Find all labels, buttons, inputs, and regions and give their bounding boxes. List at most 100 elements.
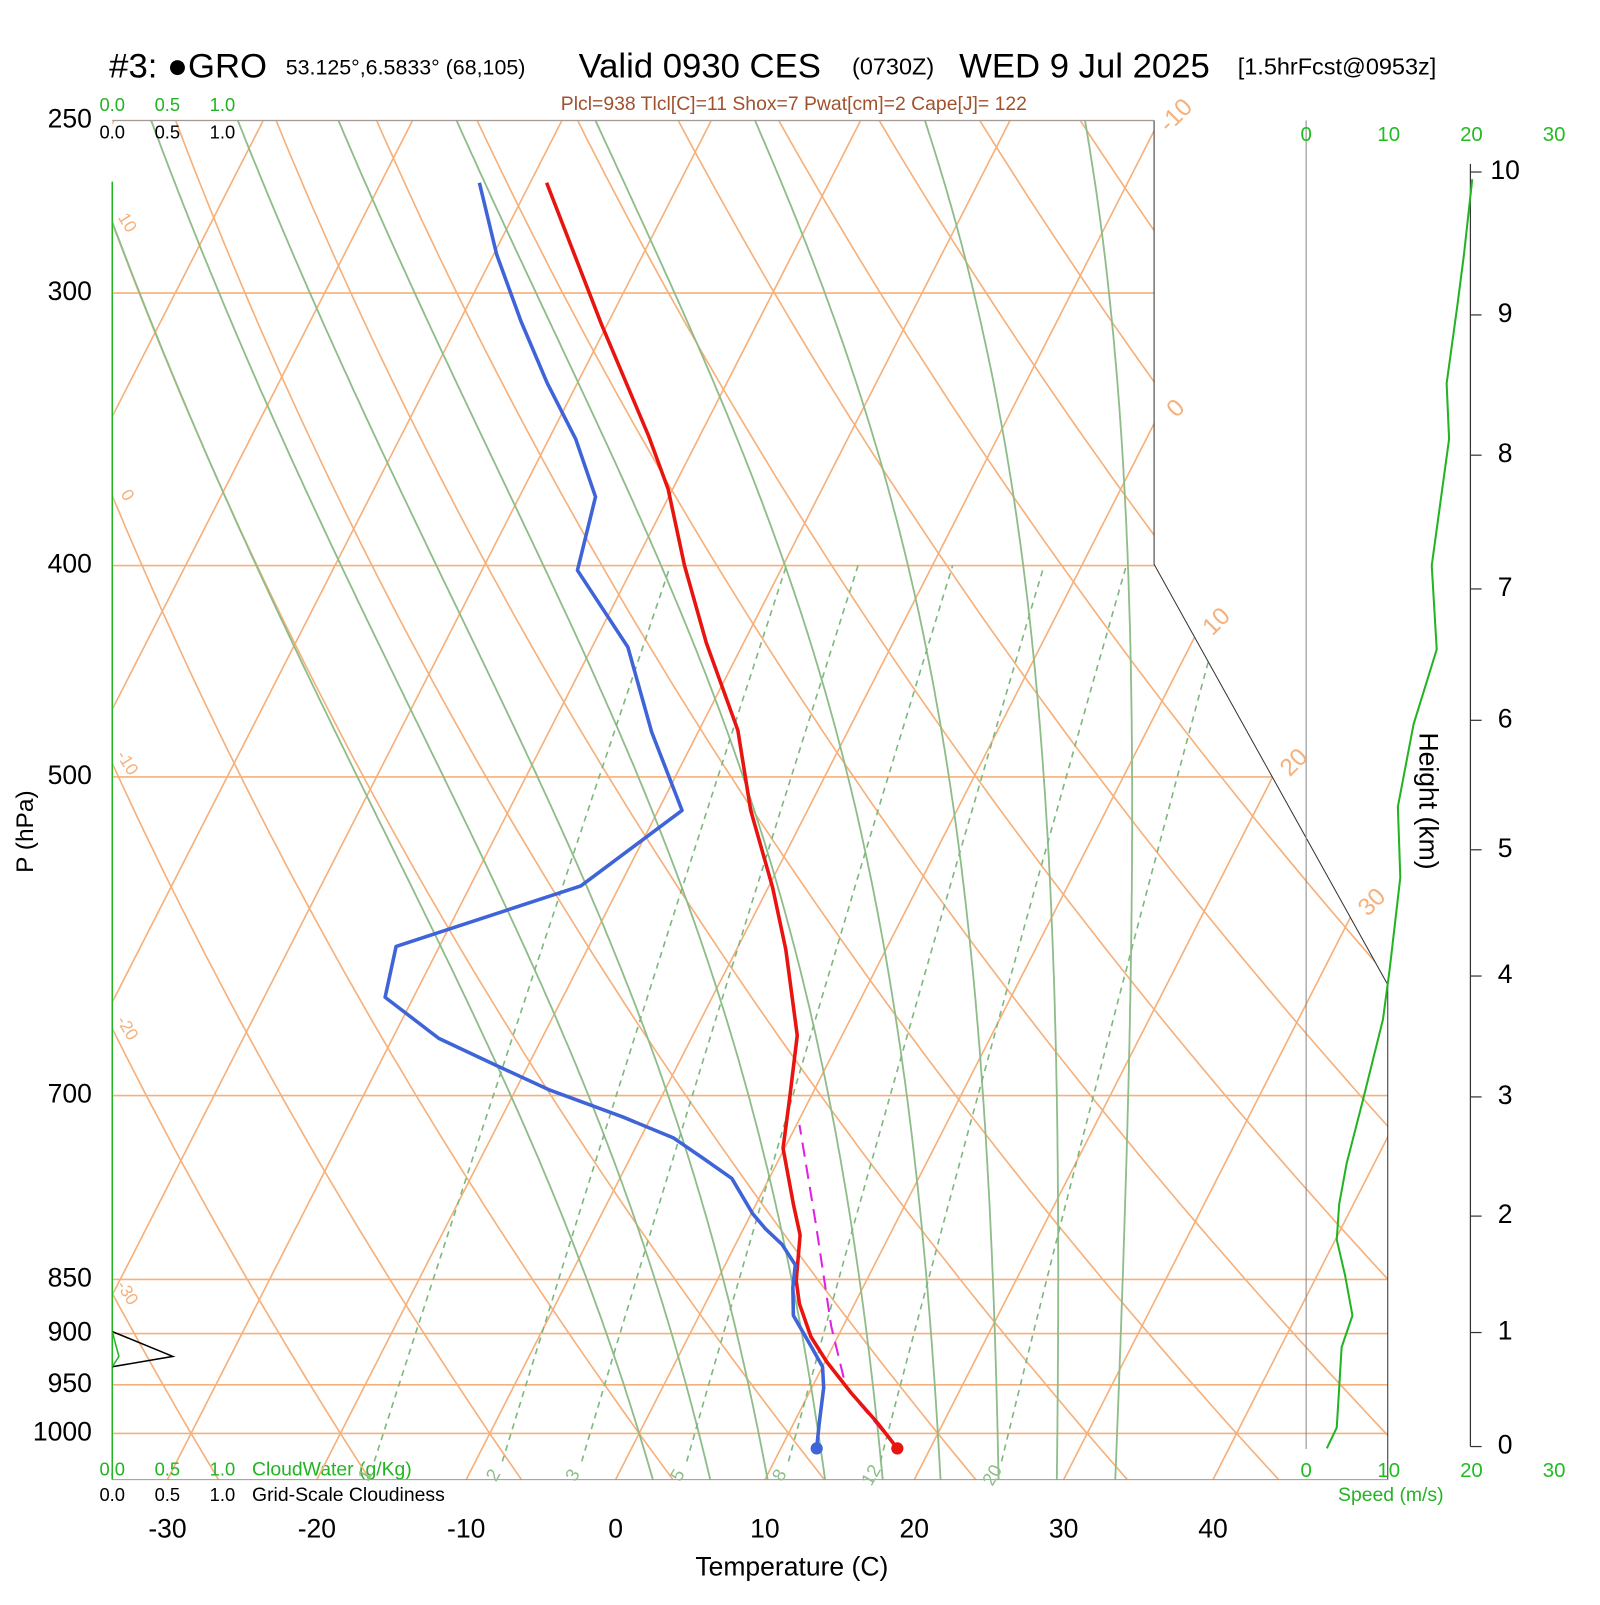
cloud-tick-label: 0.5 [155,1484,181,1505]
title-location: 53.125°,6.5833° (68,105) [286,55,526,79]
title-utc: (0730Z) [852,54,934,80]
mixing-ratio-label: 20 [978,1461,1006,1489]
speed-tick-label: 0 [1300,1460,1311,1482]
speed-tick-label: 30 [1543,1460,1566,1482]
isotherm [112,120,713,1480]
dry-adiabat [1079,120,1388,1480]
x-tick-label: 20 [900,1514,930,1544]
dry-adiabat-label: 0 [117,486,139,505]
dry-adiabat [275,120,1128,1480]
height-tick-label: 3 [1498,1080,1513,1110]
height-tick-label: 1 [1498,1316,1513,1346]
y-tick-label: 400 [48,549,92,579]
speed-tick-label: 10 [1377,124,1400,146]
mixing-ratio-line [1000,565,1236,1462]
y-tick-label: 500 [48,760,92,790]
height-tick-label: 6 [1498,703,1513,733]
y-tick-label: 250 [48,103,92,133]
isotherm [112,120,414,1480]
height-tick-label: 5 [1498,833,1513,863]
isotherm-label: -10 [1154,94,1198,138]
x-tick-label: 10 [750,1514,779,1544]
surface-dewpoint [810,1442,823,1455]
moist-adiabat [337,120,827,1480]
title: #3: ●GRO 53.125°,6.5833° (68,105) Valid … [109,48,1436,86]
moist-adiabat [455,120,884,1480]
height-tick-label: 9 [1498,298,1513,328]
isotherm [465,120,1161,1480]
isotherm [316,120,1011,1480]
y-tick-label: 300 [48,276,92,306]
dry-adiabat [979,120,1388,1480]
y-axis-label: P (hPa) [12,790,39,873]
wind-speed-line [1325,179,1474,1449]
isotherm [112,120,563,1480]
cloud-tick-label: 1.0 [210,122,236,143]
x-tick-label: -10 [447,1514,485,1544]
temperature-line [544,182,899,1450]
height-tick-label: 8 [1498,438,1513,468]
parcel-line [798,1124,899,1450]
indices: Plcl=938 Tlcl[C]=11 Shox=7 Pwat[cm]=2 Ca… [561,93,1027,115]
isotherm-label: 20 [1275,743,1313,781]
mixing-ratio-label: 8 [767,1465,790,1484]
height-tick-label: 10 [1490,155,1520,185]
background-lines [112,120,1388,1480]
moist-adiabat [112,120,654,1480]
isotherm-label: 0 [1162,394,1191,423]
cloud-tick-label: 0.0 [99,1484,125,1505]
height-tick-label: 2 [1498,1199,1513,1229]
x-tick-label: -20 [298,1514,336,1544]
y-tick-label: 1000 [33,1416,92,1446]
mixing-ratio-line [373,565,672,1462]
dry-adiabat [112,120,371,1480]
isotherm [166,120,862,1480]
cloud-tick-label: 1.0 [210,1458,236,1479]
surface-temperature [891,1442,904,1455]
y-tick-label: 700 [48,1079,92,1109]
speed-tick-label: 20 [1460,124,1483,146]
x-tick-label: 0 [608,1514,623,1544]
mixing-ratio-line [879,565,1128,1462]
title-station: #3: ●GRO [109,48,267,86]
title-valid: Valid 0930 CES [579,48,821,86]
cloudiness-label: Grid-Scale Cloudiness [252,1484,445,1506]
title-forecast: [1.5hrFcst@0953z] [1238,54,1437,80]
height-tick-label: 0 [1498,1430,1513,1460]
dry-adiabat [112,120,674,1480]
cloud-tick-label: 0.0 [99,1458,125,1479]
isotherm [1062,120,1388,1480]
mixing-ratio-line [685,565,954,1462]
height-axis-label: Height (km) [1414,733,1444,870]
isotherm-label: 30 [1353,883,1391,921]
moist-adiabat [236,120,769,1480]
moist-adiabat [754,120,1000,1480]
mixing-ratio-line [580,565,859,1462]
x-tick-label: -30 [148,1514,186,1544]
mixing-ratio-label: 5 [665,1465,688,1484]
mixing-ratio-line [787,565,1045,1462]
dry-adiabat [476,120,1388,1480]
title-date: WED 9 Jul 2025 [959,48,1210,86]
moist-adiabat [150,120,712,1480]
cloud-tick-label: 1.0 [210,1484,236,1505]
dewpoint-line [383,182,826,1449]
mixing-ratio-label: 3 [560,1465,583,1484]
speed-tick-label: 10 [1377,1460,1400,1482]
cloud-tick-label: 0.0 [99,94,125,115]
x-axis-label: Temperature (C) [695,1551,888,1581]
isotherm [1212,120,1388,1480]
cloud-water-line [111,1331,120,1368]
mixing-ratio-label: 2 [481,1465,504,1484]
cloud-tick-label: 0.0 [99,122,125,143]
dry-adiabat [1180,120,1388,1480]
moist-adiabat [1084,120,1134,1480]
plot-border [1153,120,1389,1480]
dry-adiabat-label: 10 [114,209,141,236]
cloud-tick-label: 1.0 [210,94,236,115]
dry-adiabat [112,120,523,1480]
dry-adiabat [677,120,1388,1480]
isotherm [112,120,264,1480]
cloud-water-label: CloudWater (g/Kg) [252,1459,412,1481]
